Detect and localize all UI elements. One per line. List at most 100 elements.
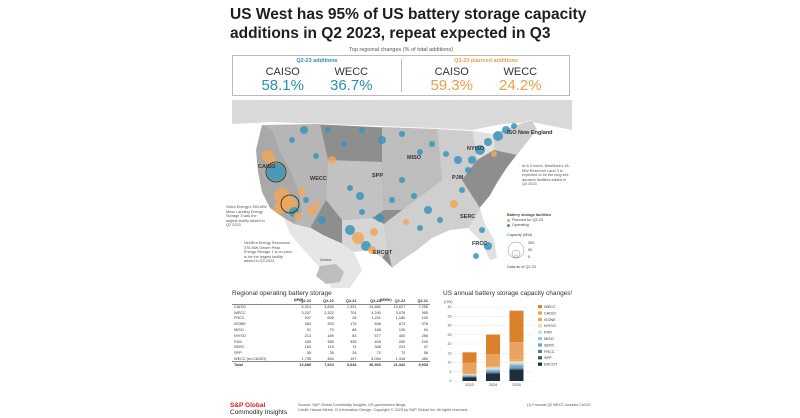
planned-facility-bubble (491, 151, 497, 157)
legend-planned: Planned for Q3-23 (507, 218, 551, 223)
map-label-miso: MISO (407, 155, 422, 161)
table-cell: 213 (304, 333, 311, 338)
y-tick-label: 15 (448, 351, 452, 355)
table-cell: WECC (ex-CAISO) (234, 356, 267, 361)
wecc-region-shape (262, 124, 328, 228)
table-cell: 175 (350, 322, 357, 327)
highlighted-facility-ring (265, 161, 287, 183)
operating-facility-bubble (502, 126, 510, 134)
legend-label: ISONE (544, 318, 556, 322)
q3-wecc-label: WECC (503, 66, 538, 78)
table-header-row: Q2-23 Q2-22 Q2-21 Q2-23 Q2-22 Q2-21 (232, 298, 430, 305)
table-cell: 405 (374, 339, 381, 344)
footer-source: Source: S&P Global Commodity Insights, U… (298, 403, 406, 407)
q3-caiso-stat: CAISO 59.3% (430, 66, 473, 94)
bar-segment-pjm (462, 374, 477, 376)
table-cell: 464 (327, 356, 334, 361)
operating-facility-bubble (359, 209, 365, 215)
nextera-annotation: NextEra Energy Resources 375-MW Desert P… (244, 241, 292, 264)
table-cell: 577 (374, 333, 381, 338)
table-cell: 12,689 (288, 361, 313, 368)
miso-region-shape (382, 127, 442, 210)
planned-facility-bubble (298, 188, 306, 196)
bar-segment-ercot (486, 373, 500, 381)
bar-segment-frcc (462, 376, 477, 377)
map-label-caiso: CAISO (258, 164, 276, 170)
legend-swatch (538, 362, 542, 366)
operating-facility-bubble (443, 151, 449, 157)
bar-chart-footnote: (1) Forecast Q2 WECC includes CAISO (527, 403, 591, 407)
q2-caiso-stat: CAISO 58.1% (261, 66, 304, 94)
bar-segment-serc (486, 370, 500, 372)
alaska-inset (316, 264, 344, 284)
y-axis-label: (GW) (444, 300, 453, 304)
bar-segment-serc (509, 365, 524, 368)
bar-segment-ercot (462, 377, 477, 381)
bar-segment-pjm (486, 368, 500, 370)
operating-facility-bubble (399, 131, 405, 137)
changes-heading: Top regional changes (% of total additio… (349, 47, 453, 53)
table-cell: 1,211 (371, 316, 381, 321)
operating-facility-bubble (417, 225, 423, 231)
table-cell: 168 (374, 328, 381, 333)
page-title: US West has 95% of US battery storage ca… (230, 6, 587, 42)
y-tick-label: 30 (448, 324, 452, 328)
legend-operating: Operating (507, 223, 551, 228)
table-cell: 260 (398, 339, 406, 344)
table-cell: Total (232, 361, 289, 368)
planned-facility-bubble (274, 202, 286, 214)
logo-line-1: S&P Global (230, 402, 266, 409)
table-header-cell: Q2-23 (358, 298, 383, 305)
size-label-5: 5 (528, 255, 530, 259)
y-tick-label: 40 (448, 305, 452, 309)
table-cell: 393 (327, 322, 334, 327)
map-label-wecc: WECC (310, 176, 327, 182)
table-cell: 1,180 (395, 316, 406, 321)
x-tick-label: 2025 (512, 383, 520, 387)
legend-label: ERCOT (544, 363, 558, 367)
table-cell: 240 (421, 339, 428, 344)
map-label-spp: SPP (372, 173, 384, 179)
legend-label: MISO (544, 337, 554, 341)
table-cell: 72 (376, 351, 381, 356)
table-row: CAISO 6,314 3,826 1,921 24,882 13,627 7,256 (232, 304, 430, 310)
table-row: MISO 91 79 88 168 126 94 (232, 327, 430, 333)
bar-segment-isone (509, 359, 524, 362)
size-circle-5 (514, 254, 518, 259)
bar-segment-wecc (462, 352, 477, 363)
operating-facility-bubble (479, 227, 485, 233)
table-cell: SERC (234, 345, 245, 350)
operating-facility-bubble (300, 126, 308, 134)
highlighted-facility-ring (280, 194, 300, 214)
table-cell: 848 (374, 322, 381, 327)
table-title: Regional operating battery storage (232, 290, 332, 297)
legend-asof: Data as of Q2-23 (507, 265, 536, 269)
bar-segment-nyiso (509, 361, 524, 363)
table-cell: 115 (327, 345, 334, 350)
legend-capacity-title: Capacity (MW) (507, 233, 533, 237)
operating-facility-bubble (341, 141, 347, 147)
map-label-ercot: ERCOT (373, 250, 393, 256)
bar-segment-caiso (509, 342, 524, 360)
table-cell: 26 (352, 316, 357, 321)
planned-facility-bubble (328, 156, 336, 164)
spp-region-shape (326, 160, 384, 220)
q2-wecc-stat: WECC 36.7% (330, 66, 373, 94)
bar-segment-miso (509, 363, 524, 366)
table-cell: 197 (350, 356, 357, 361)
table-cell: MISO (234, 328, 244, 333)
table-cell: 100 (421, 316, 428, 321)
table-cell: ISONE (234, 322, 246, 327)
operating-facility-bubble (465, 167, 471, 173)
bar-segment-wecc (486, 334, 500, 354)
q2-wecc-value: 36.7% (330, 77, 373, 94)
operating-facility-bubble (313, 153, 319, 159)
table-cell: 3,826 (324, 305, 334, 310)
legend-swatch (538, 330, 542, 334)
legend-label: WECC (544, 305, 556, 309)
planned-facility-bubble (352, 232, 364, 244)
table-cell: NYISO (234, 333, 246, 338)
table-cell: 4,004 (371, 356, 381, 361)
table-cell: 94 (423, 328, 428, 333)
